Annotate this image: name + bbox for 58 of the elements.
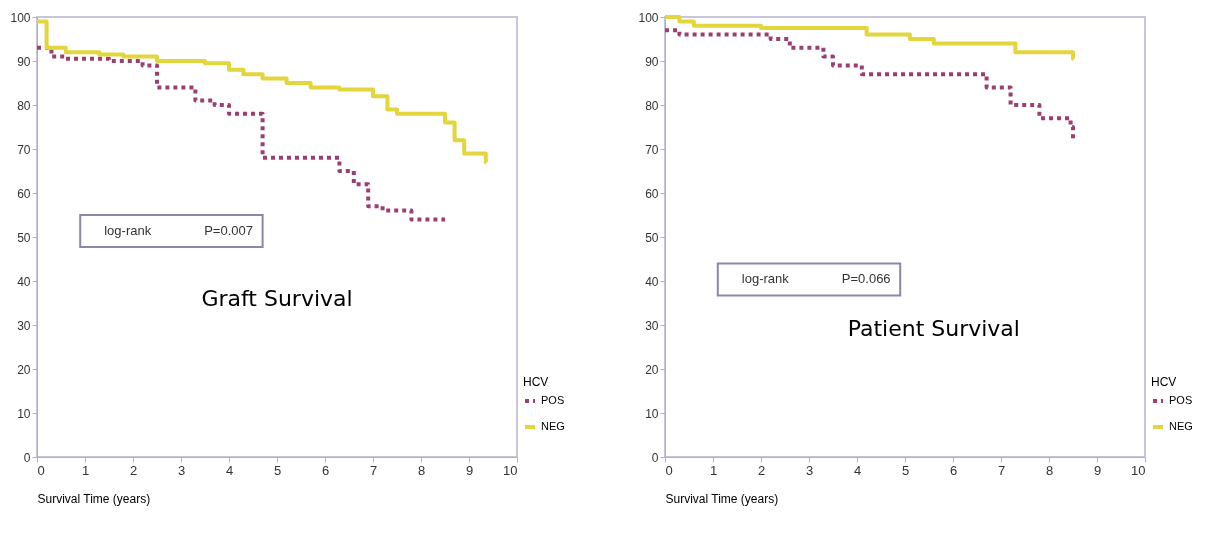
legend-label: NEG [1169, 420, 1193, 432]
x-tick-label: 0 [665, 462, 673, 478]
y-tick-label: 40 [17, 274, 31, 289]
y-tick-label: 80 [17, 98, 31, 113]
x-tick-label: 4 [853, 462, 862, 478]
y-tick-label: 40 [645, 274, 659, 289]
x-tick-label: 7 [997, 462, 1006, 478]
y-tick-label: 50 [645, 230, 659, 245]
annotation: log-rank [104, 223, 152, 238]
y-tick-label: 30 [645, 318, 659, 333]
legend-label: NEG [541, 420, 565, 432]
y-tick-label: 90 [645, 54, 659, 69]
x-tick-label: 6 [949, 462, 958, 478]
x-tick-label: 1 [709, 462, 718, 478]
y-tick-label: 0 [23, 450, 31, 465]
x-tick-label: 3 [177, 462, 186, 478]
legend-label: POS [1169, 394, 1193, 406]
annotation: log-rank [741, 271, 790, 287]
y-tick-label: 10 [17, 406, 31, 421]
y-tick-label: 100 [10, 10, 31, 25]
y-tick-label: 0 [651, 450, 659, 465]
x-tick-label: 5 [273, 462, 282, 478]
text: Patient Survival [847, 316, 1020, 342]
x-tick-label: 10 [503, 462, 518, 478]
legend-title: HCV [523, 375, 549, 389]
y-tick-label: 90 [17, 54, 31, 69]
x-tick-label: 9 [1093, 462, 1102, 478]
x-tick-label: 9 [465, 462, 474, 478]
text: Graft Survival [201, 285, 353, 311]
x-tick-label: 10 [1131, 462, 1146, 478]
x-axis-title: Survival Time (years) [665, 491, 779, 506]
y-tick-label: 70 [645, 142, 659, 157]
y-tick-label: 20 [645, 362, 659, 377]
annotation: P=0.066 [841, 271, 891, 287]
y-tick-label: 60 [17, 186, 31, 201]
x-tick-label: 6 [321, 462, 330, 478]
x-tick-label: 7 [369, 462, 378, 478]
legend-label: POS [541, 394, 565, 406]
y-tick-label: 50 [17, 230, 31, 245]
x-tick-label: 8 [1045, 462, 1054, 478]
x-tick-label: 1 [81, 462, 90, 478]
x-tick-label: 5 [901, 462, 910, 478]
y-tick-label: 100 [638, 10, 659, 25]
x-tick-label: 3 [805, 462, 814, 478]
y-tick-label: 60 [645, 186, 659, 201]
y-tick-label: 80 [645, 98, 659, 113]
legend-title: HCV [1151, 375, 1177, 389]
y-tick-label: 70 [17, 142, 31, 157]
x-tick-label: 2 [129, 462, 138, 478]
y-tick-label: 30 [17, 318, 31, 333]
y-tick-label: 20 [17, 362, 31, 377]
x-tick-label: 0 [37, 462, 45, 478]
annotation: P=0.007 [204, 223, 253, 238]
x-tick-label: 4 [225, 462, 234, 478]
x-tick-label: 2 [757, 462, 766, 478]
y-tick-label: 10 [645, 406, 659, 421]
x-tick-label: 8 [417, 462, 426, 478]
x-axis-title: Survival Time (years) [37, 491, 151, 506]
